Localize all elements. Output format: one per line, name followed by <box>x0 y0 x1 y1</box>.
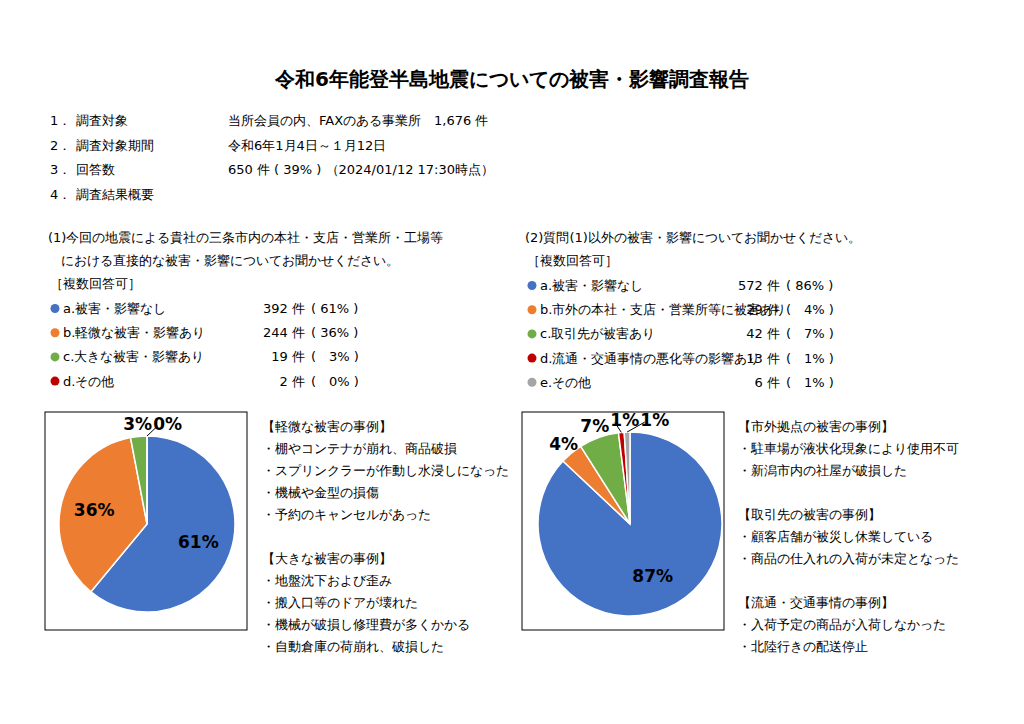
example-line: ・機械や金型の損傷 <box>262 485 379 500</box>
row-number: 1． <box>50 113 71 128</box>
example-line: ・機械が破損し修理費が多くかかる <box>262 617 470 632</box>
item-label: c.大きな被害・影響あり <box>63 349 204 364</box>
data-label: 4% <box>549 434 578 454</box>
pie-slice <box>581 433 630 524</box>
example-line: ・予約のキャンセルがあった <box>262 507 431 522</box>
row-value: 650 件 ( 39% ) （2024/01/12 17:30時点） <box>228 162 494 177</box>
legend-bullet <box>528 354 537 363</box>
item-count: 42 件 <box>746 326 780 341</box>
data-label: 0% <box>153 414 182 434</box>
example-line: ・北陸行きの配送停止 <box>738 639 868 654</box>
example-heading: 【取引先の被害の事例】 <box>738 507 881 522</box>
row-label: 調査結果概要 <box>76 187 154 202</box>
item-label: b.市外の本社・支店・営業所等に被害あり <box>540 302 786 317</box>
example-line: ・入荷予定の商品が入荷しなかった <box>738 617 946 632</box>
row-label: 回答数 <box>76 162 115 177</box>
item-percent: ( 0% ) <box>311 374 359 389</box>
chart-frame <box>45 412 247 630</box>
example-line: ・顧客店舗が被災し休業している <box>738 529 933 544</box>
question: (2)質問(1)以外の被害・影響についてお聞かせください。 <box>525 230 861 245</box>
item-count: 572 件 <box>738 278 780 293</box>
pie-slice <box>618 432 630 524</box>
pie-labels: 87%4%7%1%1% <box>549 410 673 586</box>
row-value: 当所会員の内、FAXのある事業所 1,676 件 <box>228 113 488 128</box>
item-label: d.流通・交通事情の悪化等の影響あり <box>540 351 760 366</box>
pie-slice <box>624 432 630 524</box>
item-count: 392 件 <box>263 301 305 316</box>
example-line: ・自動倉庫の荷崩れ、破損した <box>262 639 444 654</box>
legend-bullet <box>51 377 60 386</box>
item-percent: ( 1% ) <box>786 375 834 390</box>
item-count: 6 件 <box>755 375 780 390</box>
example-heading: 【大きな被害の事例】 <box>262 551 392 566</box>
row-label: 調査対象 <box>76 113 128 128</box>
question: における直接的な被害・影響についてお聞かせください。 <box>48 253 399 268</box>
row-number: 4． <box>50 187 71 202</box>
legend-bullet <box>51 304 60 313</box>
row-label: 調査対象期間 <box>76 138 154 153</box>
question: (1)今回の地震による貴社の三条市内の本社・支店・営業所・工場等 <box>48 230 443 245</box>
item-label: b.軽微な被害・影響あり <box>63 325 205 340</box>
pie-slice <box>146 436 148 524</box>
data-label: 87% <box>632 566 673 586</box>
pie <box>538 432 722 616</box>
item-percent: ( 7% ) <box>786 326 834 341</box>
example-heading: 【軽微な被害の事例】 <box>262 419 392 434</box>
item-percent: ( 4% ) <box>786 302 834 317</box>
example-line: ・駐車場が液状化現象により使用不可 <box>738 441 959 456</box>
data-label: 36% <box>74 500 115 520</box>
item-percent: ( 1% ) <box>786 351 834 366</box>
item-count: 13 件 <box>746 351 780 366</box>
legend-bullet <box>528 378 537 387</box>
background <box>0 0 1024 724</box>
legend-bullet <box>528 281 537 290</box>
pie-slice <box>131 436 147 524</box>
example-line: ・地盤沈下および歪み <box>262 573 392 588</box>
example-line: ・新潟市内の社屋が破損した <box>738 463 907 478</box>
item-percent: ( 86% ) <box>786 278 833 293</box>
example-line: ・搬入口等のドアが壊れた <box>262 595 418 610</box>
item-count: 19 件 <box>271 349 305 364</box>
item-count: 2 件 <box>280 374 305 389</box>
data-label: 3% <box>123 414 152 434</box>
item-count: 29 件 <box>746 302 780 317</box>
item-count: 244 件 <box>263 325 305 340</box>
row-value: 令和6年1月4日～１月12日 <box>228 138 386 153</box>
row-number: 2． <box>50 138 71 153</box>
legend-bullet <box>528 305 537 314</box>
item-label: a.被害・影響なし <box>540 278 643 293</box>
data-label: 7% <box>580 416 609 436</box>
example-line: ・スプリンクラーが作動し水浸しになった <box>262 463 509 478</box>
item-percent: ( 36% ) <box>311 325 358 340</box>
pie <box>59 436 235 612</box>
pie-labels: 61% 36% 3%0% <box>74 414 219 552</box>
note: ［複数回答可］ <box>527 253 618 268</box>
item-label: e.その他 <box>540 375 591 390</box>
item-label: d.その他 <box>63 374 114 389</box>
example-heading: 【市外拠点の被害の事例】 <box>738 419 894 434</box>
item-label: c.取引先が被害あり <box>540 326 655 341</box>
example-line: ・商品の仕入れの入荷が未定となった <box>738 551 959 566</box>
page: 令和6年能登半島地震についての被害・影響調査報告 1． 調査対象 当所会員の内、FAX… <box>0 0 1024 724</box>
legend-bullet <box>528 329 537 338</box>
legend-bullet <box>51 328 60 337</box>
item-percent: ( 3% ) <box>311 349 359 364</box>
chart-frame <box>522 412 724 630</box>
title: 令和6年能登半島地震についての被害・影響調査報告 <box>274 67 749 91</box>
pie-slice <box>538 432 722 616</box>
data-label: 1% <box>640 410 669 430</box>
pie-slice <box>59 438 147 592</box>
legend-bullet <box>51 352 60 361</box>
example-heading: 【流通・交通事情の事例】 <box>738 595 894 610</box>
example-line: ・棚やコンテナが崩れ、商品破損 <box>262 441 457 456</box>
data-label: 61% <box>178 532 219 552</box>
item-percent: ( 61% ) <box>311 301 358 316</box>
note: ［複数回答可］ <box>50 276 141 291</box>
row-number: 3． <box>50 162 71 177</box>
item-label: a.被害・影響なし <box>63 301 166 316</box>
